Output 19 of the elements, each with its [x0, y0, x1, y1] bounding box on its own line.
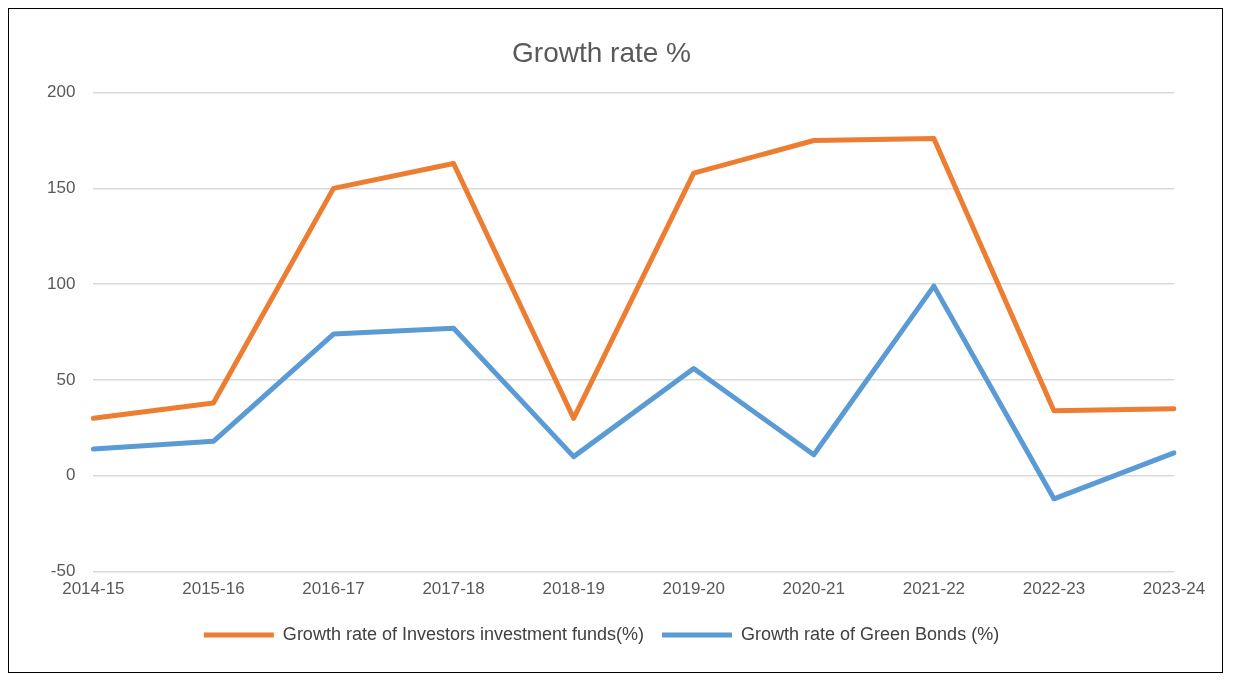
x-tick-label: 2022-23 [1022, 579, 1086, 599]
y-tick-label: 100 [46, 273, 76, 293]
legend-label: Growth rate of Investors investment funds(%) [282, 623, 645, 644]
x-tick-label: 2014-15 [62, 579, 125, 599]
x-tick-label: 2020-21 [782, 579, 845, 599]
x-tick-label: 2018-19 [542, 579, 605, 599]
y-tick-label: 50 [56, 369, 76, 389]
x-tick-label: 2015-16 [182, 579, 245, 599]
y-tick-label: -50 [50, 561, 76, 581]
x-tick-label: 2019-20 [662, 579, 725, 599]
x-tick-label: 2016-17 [302, 579, 365, 599]
chart-title: Growth rate % [512, 36, 691, 68]
y-tick-label: 150 [46, 178, 76, 198]
x-tick-label: 2021-22 [902, 579, 966, 599]
y-tick-label: 200 [46, 82, 76, 102]
legend-label: Growth rate of Green Bonds (%) [741, 623, 1000, 644]
x-tick-label: 2017-18 [422, 579, 485, 599]
x-tick-label: 2023-24 [1142, 579, 1206, 599]
y-tick-label: 0 [65, 465, 76, 485]
